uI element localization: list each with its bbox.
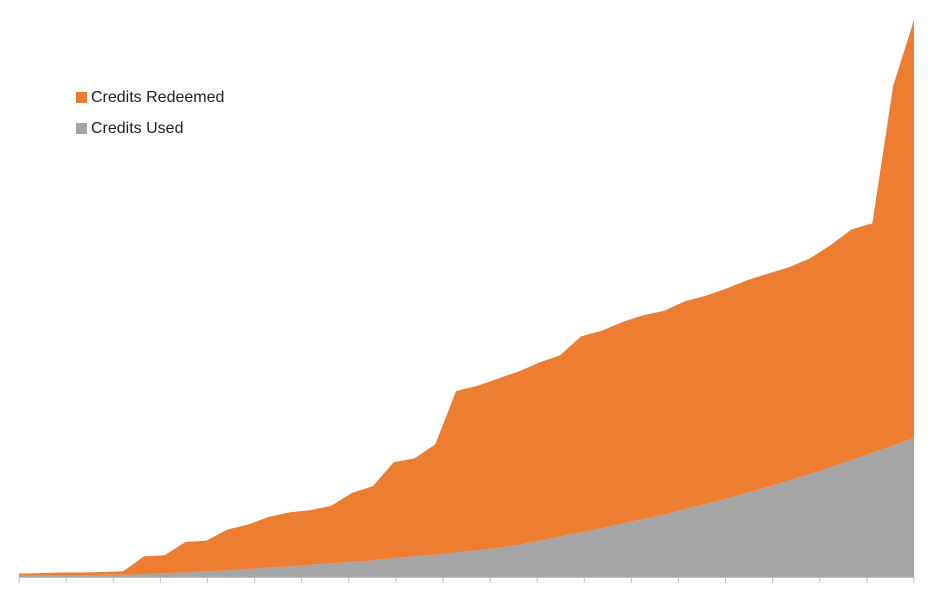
legend-item-credits-used: Credits Used — [76, 113, 224, 144]
legend-item-credits-redeemed: Credits Redeemed — [76, 82, 224, 113]
x-axis — [18, 577, 915, 583]
series-area-credits-redeemed — [19, 20, 914, 576]
series-area-credits-used — [19, 438, 914, 577]
legend: Credits Redeemed Credits Used — [76, 82, 224, 144]
legend-label-credits-used: Credits Used — [91, 119, 184, 137]
legend-swatch-credits-used — [76, 123, 87, 134]
legend-label-credits-redeemed: Credits Redeemed — [91, 88, 225, 106]
legend-swatch-credits-redeemed — [76, 92, 87, 103]
plot-area — [19, 20, 914, 577]
